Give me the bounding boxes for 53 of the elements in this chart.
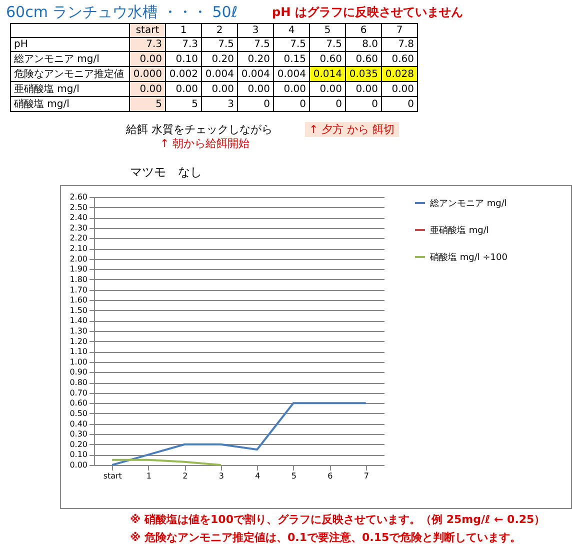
text: 総アンモニア mg/l 0.00 0.10 0.20 0.20 0.15 0.60 0.60 0.60 — [14, 54, 414, 65]
x-tick-label: 5 — [291, 472, 296, 480]
chart-subtitle: マツモ なし — [130, 164, 202, 181]
chart-title: 60cm ランチュウ水槽 ・・・ 50ℓ — [6, 3, 238, 22]
text: ※ 危険なアンモニア推定値は、0.1で要注意、0.15で危険と判断しています。 — [130, 530, 522, 545]
legend-label: 総アンモニア mg/l — [429, 198, 507, 209]
y-tick-label: 0.10 — [70, 450, 88, 460]
text: ↑ 夕方 から 餌切 — [305, 122, 399, 137]
y-tick-label: 0.30 — [70, 430, 88, 439]
y-tick-label: 0.20 — [70, 440, 88, 449]
legend-label: 亜硝酸塩 mg/l — [430, 225, 489, 236]
text: 給餌 水質をチェックしながら — [126, 122, 272, 137]
x-tick-label: 3 — [218, 472, 224, 480]
legend-label: 硝酸塩 mg/l ÷100 — [429, 252, 508, 263]
y-tick-label: 1.80 — [70, 274, 88, 284]
y-tick-label: 1.40 — [70, 316, 88, 326]
y-tick-label: 2.10 — [70, 244, 88, 254]
y-tick-label: 0.50 — [70, 408, 88, 418]
y-tick-label: 1.20 — [70, 336, 88, 346]
y-tick-label: 2.50 — [70, 202, 88, 212]
x-tick-label: 6 — [328, 472, 333, 480]
text: 危険なアンモニア推定値 0.000 0.002 0.004 0.004 0.004 0.014 0.035 0.028 — [14, 68, 414, 80]
x-tick-label: 4 — [255, 472, 260, 480]
y-tick-label: 0.80 — [70, 378, 88, 388]
y-tick-label: 0.00 — [70, 460, 88, 470]
y-tick-label: 1.10 — [70, 347, 88, 356]
y-tick-label: 0.40 — [70, 419, 88, 428]
text: 亜硝酸塩 mg/l 0.00 0.00 0.00 0.00 0.00 0.00 0.00 0.00 — [14, 84, 414, 95]
y-tick-label: 1.30 — [70, 326, 88, 336]
y-tick-label: 1.60 — [70, 296, 88, 305]
y-tick-label: 1.50 — [70, 306, 88, 315]
y-tick-label: 2.00 — [70, 254, 88, 264]
y-tick-label: 1.00 — [70, 357, 88, 366]
y-tick-label: 0.60 — [70, 398, 88, 408]
y-tick-label: 2.40 — [70, 213, 88, 222]
x-tick-label: start — [103, 472, 122, 480]
y-tick-label: 2.60 — [70, 192, 88, 202]
y-tick-label: 2.20 — [70, 234, 88, 243]
text: start 1 2 3 4 5 6 7 — [136, 25, 403, 36]
text: ※ 硝酸塩は値を100で割り、グラフに反映させています。（例 25mg/ℓ ← 0.25） — [130, 512, 546, 527]
y-tick-label: 0.90 — [70, 368, 88, 377]
text: ↑ 朝から給餌開始 — [160, 136, 250, 151]
text: pH はグラフに反映させていません — [272, 4, 463, 21]
text: 硝酸塩 mg/l 5 5 3 0 0 0 0 0 — [14, 98, 414, 110]
y-tick-label: 1.90 — [70, 264, 88, 274]
y-tick-label: 1.70 — [70, 285, 88, 294]
line-series — [111, 402, 367, 466]
x-tick-label: 1 — [146, 472, 152, 480]
text: pH 7.3 7.3 7.5 7.5 7.5 7.5 8.0 7.8 — [14, 39, 414, 50]
y-tick-label: 2.30 — [70, 223, 88, 232]
y-tick-label: 0.70 — [70, 388, 88, 398]
x-tick-label: 7 — [364, 472, 369, 480]
x-tick-label: 2 — [182, 472, 188, 480]
